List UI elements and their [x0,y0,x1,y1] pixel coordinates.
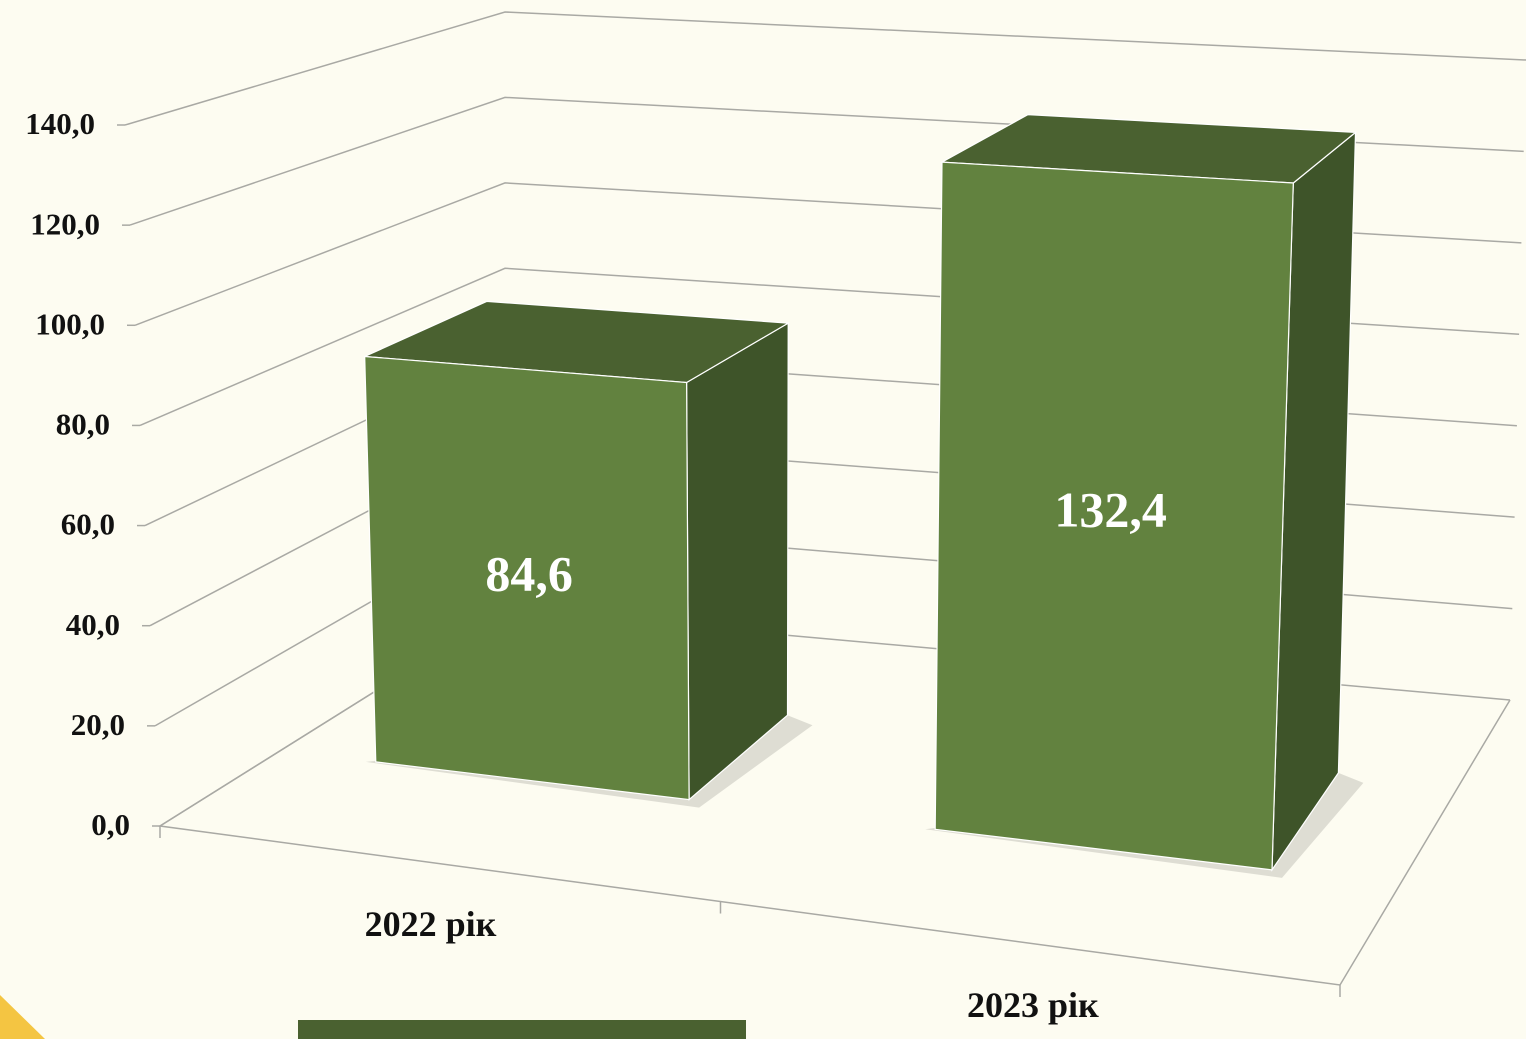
bar-side [685,322,789,801]
grid-line [124,11,1526,126]
y-tick-label: 80,0 [56,407,110,442]
corner-decoration [0,995,45,1039]
y-tick-label: 140,0 [25,106,95,141]
bar [934,161,1294,871]
y-tick-label: 40,0 [66,607,120,642]
legend-swatch [298,1020,746,1039]
data-label: 84,6 [485,546,573,602]
y-tick-label: 20,0 [71,707,125,742]
y-tick-label: 0,0 [91,807,130,842]
y-tick-label: 60,0 [61,507,115,542]
x-tick-label: 2023 рік [967,985,1099,1025]
y-tick-label: 100,0 [35,306,105,341]
data-label: 132,4 [1054,482,1167,538]
x-tick-label: 2022 рік [365,904,497,944]
y-tick-label: 120,0 [30,206,100,241]
bar [364,355,690,801]
